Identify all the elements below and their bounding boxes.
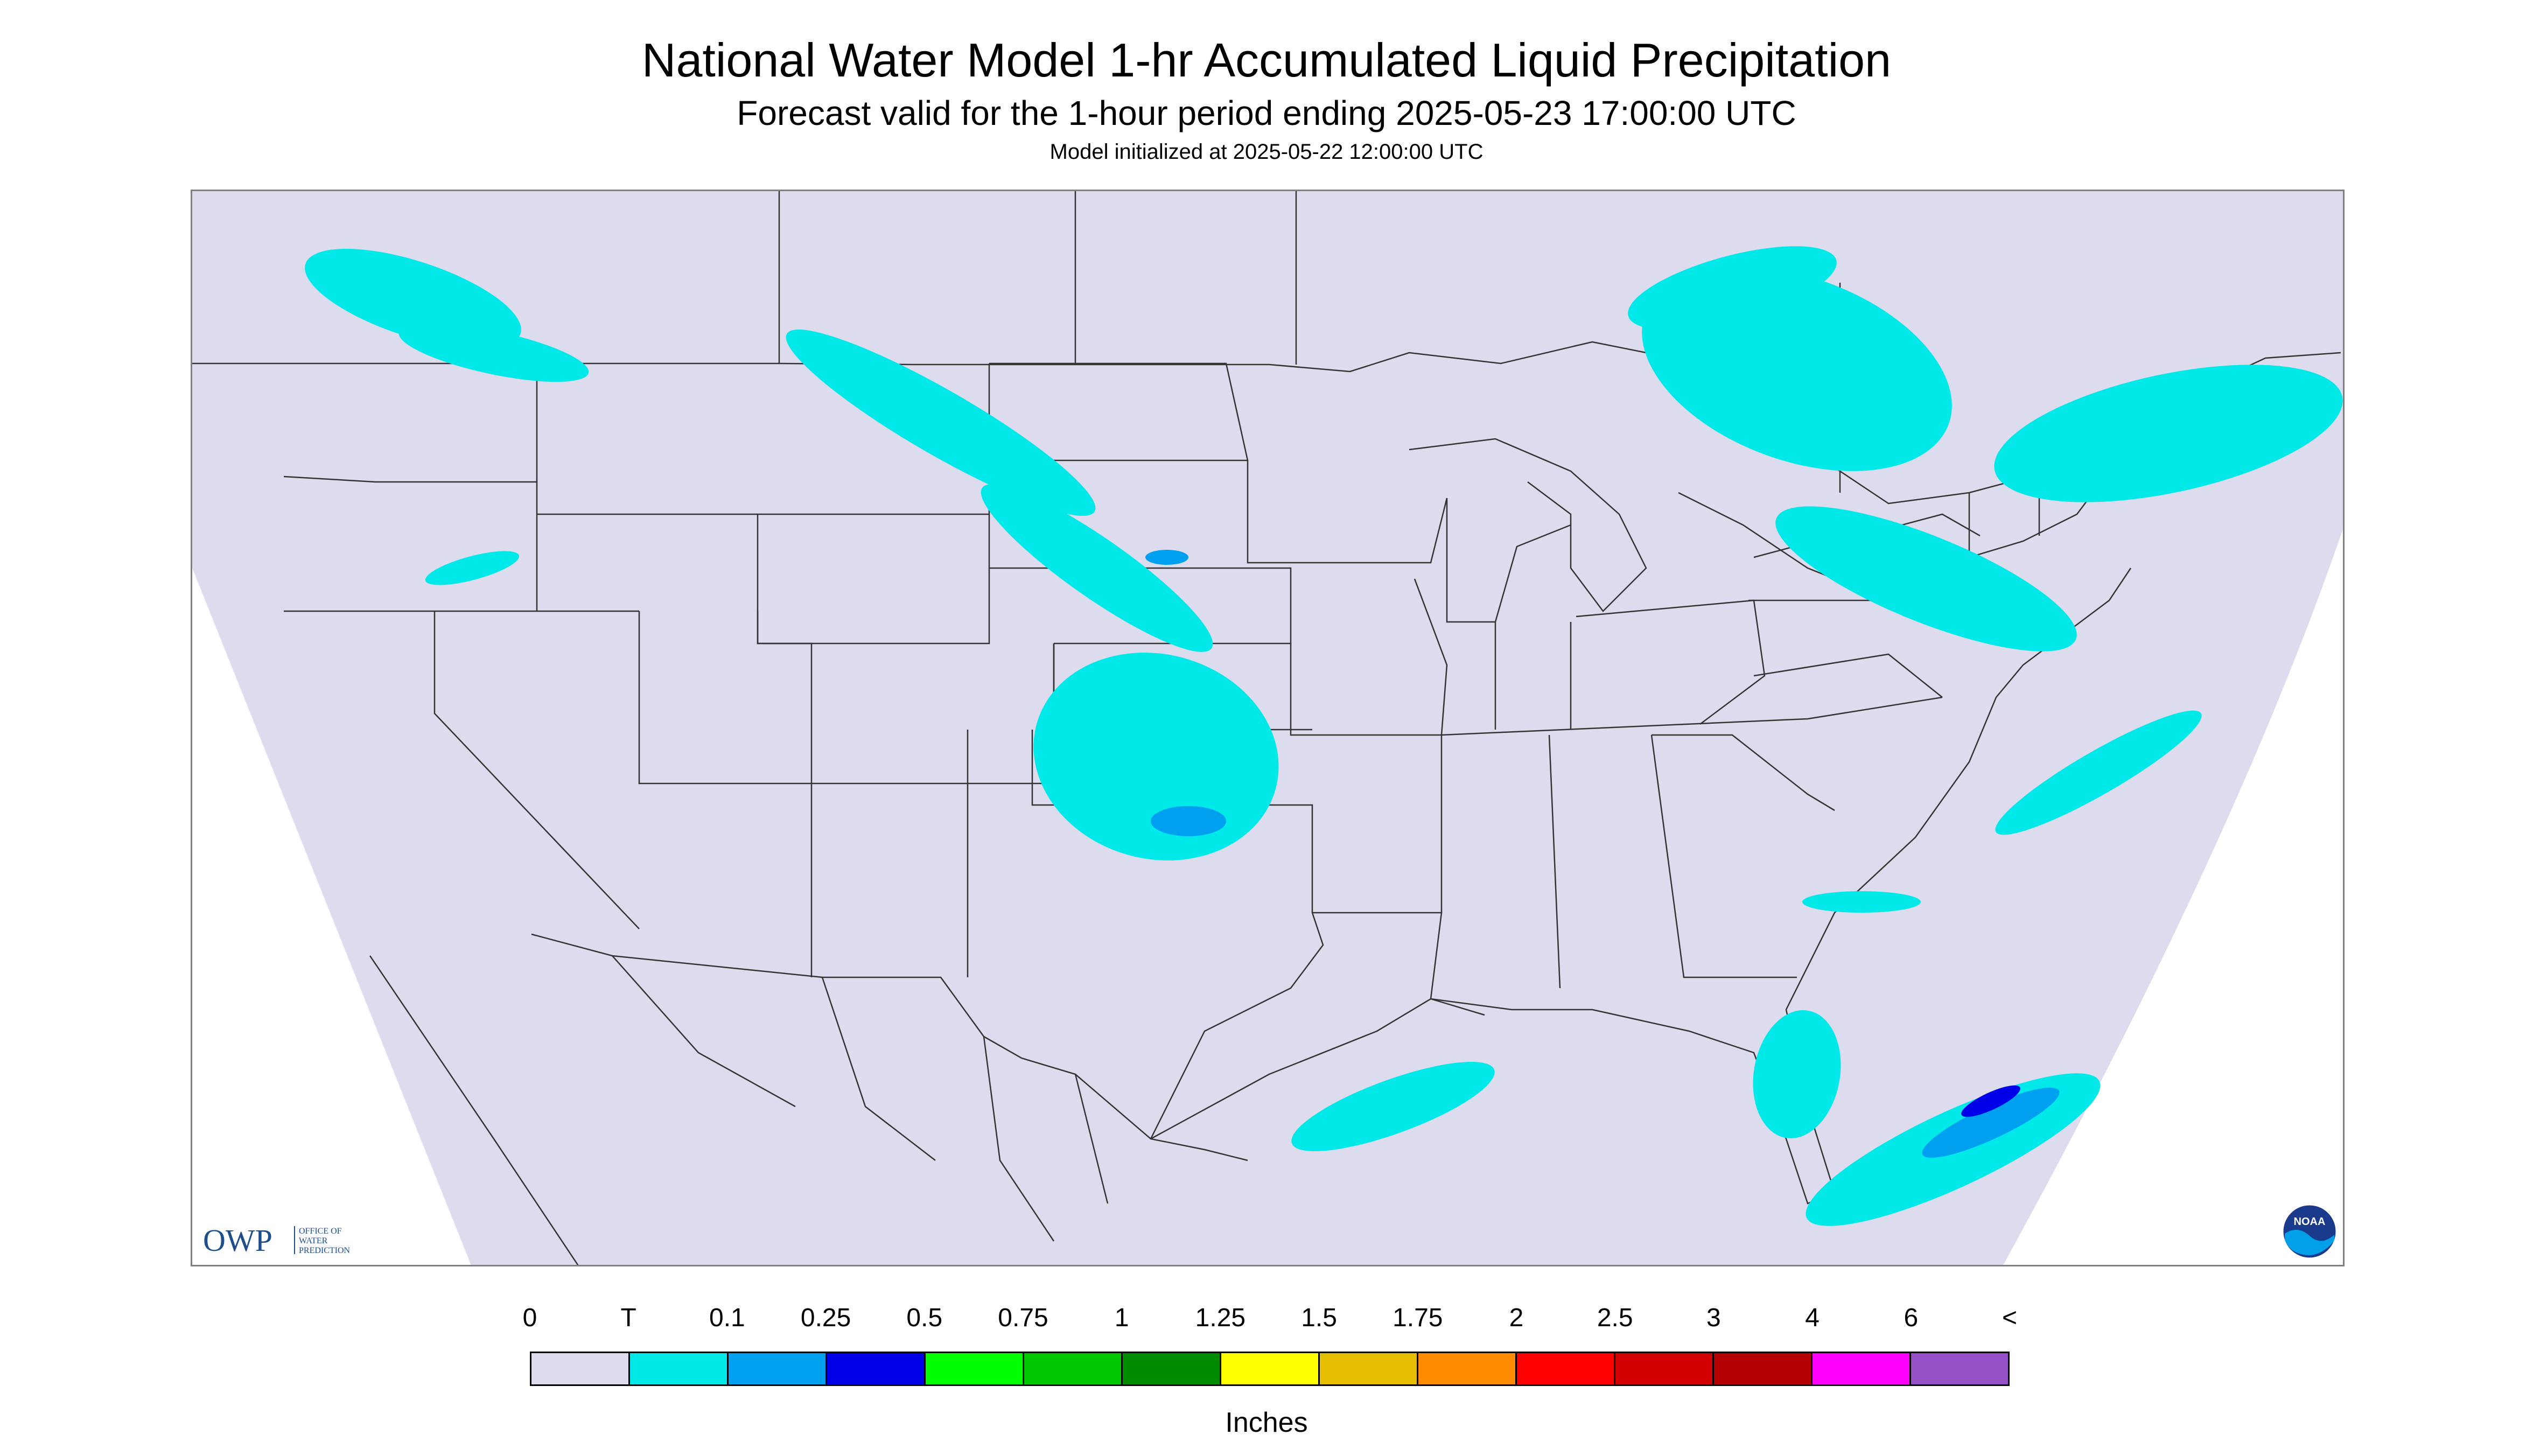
- wa-or-line: [283, 475, 537, 483]
- legend-swatch: [1714, 1353, 1813, 1384]
- precip-area-ontario: [1628, 246, 1837, 330]
- legend-label: 0.1: [709, 1304, 745, 1332]
- precip-light-florida: [1922, 1087, 2060, 1158]
- precip-area-kansas-ok: [1033, 653, 1279, 860]
- precip-area-nebraska: [981, 484, 1213, 652]
- legend-label: <: [2002, 1304, 2018, 1332]
- legend-label: 3: [1706, 1304, 1721, 1332]
- noaa-logo-graphic: NOAA: [2282, 1203, 2338, 1259]
- noaa-logo: NOAA: [2282, 1203, 2338, 1259]
- legend-swatch: [1911, 1353, 2008, 1384]
- precipitation-heavier-fields: [1145, 550, 2060, 1158]
- dakotas-line: [989, 362, 1249, 461]
- mn-ia-line: [1247, 460, 1448, 564]
- precipitation-map: OWP OFFICE OF WATER PREDICTION NOAA: [191, 190, 2345, 1266]
- legend-swatch: [531, 1353, 630, 1384]
- owp-logo-graphic: OWP OFFICE OF WATER PREDICTION: [203, 1223, 351, 1258]
- precip-area-montana-2: [398, 323, 589, 382]
- legend-label: 4: [1805, 1304, 1820, 1332]
- legend-swatch: [827, 1353, 926, 1384]
- precip-area-ny-pa: [1775, 506, 2077, 652]
- precip-moderate-florida: [1961, 1085, 2020, 1117]
- nc-sc-line: [1652, 734, 1835, 811]
- model-init-label: Model initialized at 2025-05-22 12:00:00…: [1049, 140, 1484, 164]
- tn-ky-line: [1441, 696, 1943, 736]
- precip-area-gulf: [1291, 1062, 1495, 1151]
- legend-swatch: [1615, 1353, 1714, 1384]
- legend-swatch: [1813, 1353, 1911, 1384]
- precip-light-dakota: [1145, 550, 1188, 565]
- legend-swatch: [630, 1353, 729, 1384]
- owp-logo: OWP OFFICE OF WATER PREDICTION: [200, 1219, 394, 1262]
- legend-swatch: [1418, 1353, 1517, 1384]
- legend-swatch: [1123, 1353, 1221, 1384]
- legend-label: 0.75: [998, 1304, 1048, 1332]
- map-canvas: [192, 191, 2343, 1265]
- precipitation-moderate-fields: [1961, 1085, 2020, 1117]
- legend-label: 0: [522, 1304, 537, 1332]
- la-ms-line: [1312, 912, 1485, 1016]
- nv-line: [433, 611, 640, 929]
- legend-label: 1.25: [1195, 1304, 1246, 1332]
- precip-area-atlantic: [1995, 710, 2202, 835]
- legend-label: 0.25: [800, 1304, 851, 1332]
- legend-label: 0.5: [906, 1304, 943, 1332]
- legend-label: 1: [1114, 1304, 1129, 1332]
- noaa-logo-letters: NOAA: [2294, 1216, 2326, 1228]
- legend-label: 2.5: [1597, 1304, 1633, 1332]
- precip-area-florida-west: [1753, 1010, 1841, 1138]
- il-in-oh-lines: [1494, 599, 1766, 730]
- owp-logo-letters: OWP: [203, 1223, 272, 1258]
- forecast-valid-subtitle: Forecast valid for the 1-hour period end…: [737, 94, 1796, 132]
- wy-co-line: [757, 514, 990, 645]
- owp-logo-line-1: OFFICE OF: [299, 1227, 342, 1236]
- legend-units-label: Inches: [1225, 1407, 1308, 1438]
- legend-label: 2: [1509, 1304, 1524, 1332]
- legend-label: 1.5: [1301, 1304, 1337, 1332]
- precip-light-kansas: [1151, 806, 1226, 836]
- precip-area-oregon: [425, 551, 520, 585]
- va-line: [1753, 653, 1943, 698]
- legend-color-bar: [530, 1352, 2010, 1386]
- legend-swatch: [1517, 1353, 1615, 1384]
- mexico-state-lines: [369, 955, 1109, 1265]
- legend-swatch: [1024, 1353, 1123, 1384]
- legend-label: 1.75: [1393, 1304, 1443, 1332]
- precip-area-dakotas: [786, 330, 1096, 516]
- legend-swatch: [1221, 1353, 1320, 1384]
- chart-title: National Water Model 1-hr Accumulated Li…: [641, 33, 1892, 87]
- precip-area-new-england: [1994, 365, 2343, 502]
- precip-area-montana: [305, 249, 521, 349]
- owp-logo-line-2: WATER: [299, 1236, 328, 1245]
- legend-label: T: [620, 1304, 636, 1332]
- precip-area-carolina: [1802, 891, 1921, 913]
- legend-swatch: [926, 1353, 1024, 1384]
- ms-al-ga-lines: [1440, 734, 1797, 989]
- precipitation-fields: [305, 246, 2343, 1226]
- legend-swatch: [729, 1353, 827, 1384]
- legend-swatch: [1320, 1353, 1418, 1384]
- owp-logo-line-3: PREDICTION: [299, 1246, 351, 1255]
- legend-label: 6: [1904, 1304, 1919, 1332]
